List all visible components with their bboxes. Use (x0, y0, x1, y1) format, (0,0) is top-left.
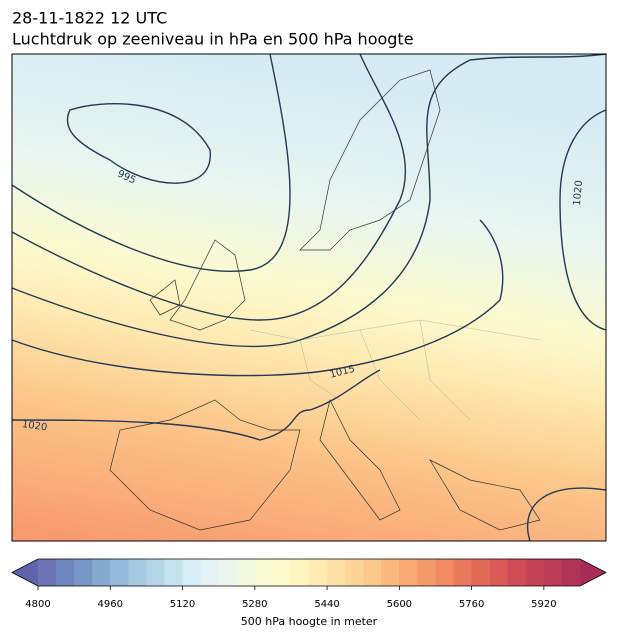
colorbar-segment (381, 559, 400, 586)
colorbar-segment (218, 559, 238, 586)
colorbar-segment (399, 559, 418, 586)
colorbar: 4800 4960 5120 5280 5440 5600 5760 5920 (11, 558, 607, 610)
colorbar-segment (74, 559, 93, 586)
colorbar-label: 500 hPa hoogte in meter (241, 615, 378, 628)
colorbar-tick-label: 5120 (170, 599, 195, 610)
colorbar-segment (236, 559, 256, 586)
title-line: 28-11-1822 12 UTC (12, 9, 167, 28)
contour-label: 1020 (572, 180, 585, 206)
isobar (11, 53, 291, 272)
isobar (559, 109, 607, 331)
colorbar-segment (435, 559, 455, 586)
colorbar-segment (290, 559, 310, 586)
colorbar-segment (327, 559, 346, 586)
contour-label: 1020 (21, 419, 48, 433)
colorbar-segment (345, 559, 364, 586)
colorbar-tick-label: 5760 (459, 599, 484, 610)
colorbar-tick-label: 5920 (531, 599, 556, 610)
borders (249, 319, 541, 421)
colorbar-segment (272, 559, 292, 586)
colorbar-segment (507, 559, 527, 586)
colorbar-tick-label: 5600 (387, 599, 412, 610)
colorbar-segment (561, 559, 581, 586)
colorbar-extend-low (12, 559, 38, 586)
isobar (66, 103, 211, 184)
colorbar-tick-label: 5440 (314, 599, 339, 610)
isobar (11, 53, 607, 348)
colorbar-segment (110, 559, 129, 586)
map-background (12, 54, 606, 541)
colorbar-outline (11, 558, 607, 587)
isobar (526, 487, 607, 542)
isobar (11, 219, 504, 377)
colorbar-tick-label: 4800 (25, 599, 50, 610)
colorbar-segment (38, 559, 57, 586)
colorbar-segment (182, 559, 202, 586)
colorbar-segment (417, 559, 436, 586)
colorbar-segment (146, 559, 165, 586)
colorbar-segment (200, 559, 220, 586)
colorbar-tick-label: 4960 (98, 599, 123, 610)
colorbar-segment (363, 559, 382, 586)
colorbar-tick-label: 5280 (242, 599, 267, 610)
map-frame (11, 53, 607, 542)
colorbar-extend-high (580, 559, 606, 586)
colorbar-segment (471, 559, 491, 586)
map: 995 1015 1020 1020 (11, 53, 607, 542)
colorbar-segment (543, 559, 563, 586)
colorbar-segment (254, 559, 274, 586)
colorbar-segment (309, 559, 328, 586)
isobar (11, 369, 381, 441)
colorbar-segment (56, 559, 75, 586)
isobar (11, 53, 406, 321)
colorbar-segment (525, 559, 545, 586)
title-line: Luchtdruk op zeeniveau in hPa en 500 hPa… (12, 30, 414, 49)
colorbar-segment (92, 559, 111, 586)
colorbar-segment (453, 559, 473, 586)
colorbar-segment (128, 559, 147, 586)
colorbar-segment (489, 559, 509, 586)
colorbar-segment (164, 559, 184, 586)
